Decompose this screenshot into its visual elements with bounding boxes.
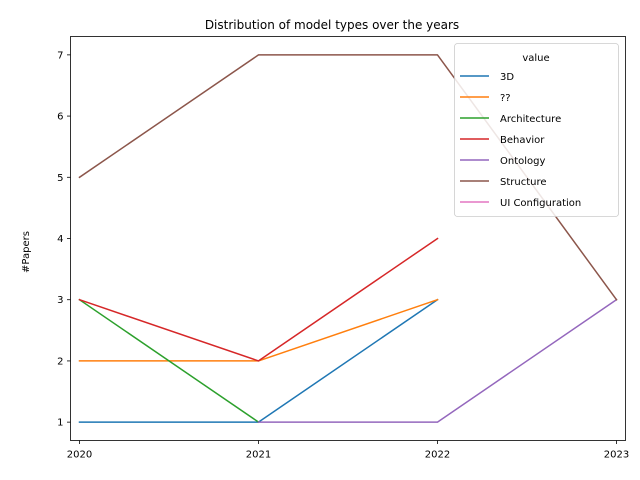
series-line-3 bbox=[78, 237, 439, 362]
series-line-4 bbox=[257, 298, 618, 423]
legend-entry: Architecture bbox=[500, 114, 561, 125]
series-line-2 bbox=[78, 298, 260, 424]
legend-entry: Behavior bbox=[500, 135, 545, 146]
chart-title: Distribution of model types over the yea… bbox=[205, 18, 459, 32]
x-tick-label: 2023 bbox=[604, 450, 629, 461]
legend: value 3D?? Architecture Behavior Ontology St… bbox=[454, 43, 619, 217]
x-axis: 2020 2021 2022 2023 bbox=[67, 440, 629, 461]
legend-entry: Structure bbox=[500, 177, 547, 188]
x-tick-label: 2022 bbox=[425, 450, 450, 461]
y-tick-label: 6 bbox=[57, 112, 63, 123]
legend-box bbox=[454, 43, 619, 217]
legend-entry: Ontology bbox=[500, 156, 545, 167]
legend-entry: 3D bbox=[500, 72, 514, 83]
y-tick-label: 5 bbox=[57, 173, 63, 184]
legend-entry: UI Configuration bbox=[500, 198, 581, 209]
y-tick-label: 7 bbox=[57, 50, 63, 61]
y-axis: 1 2 3 4 5 6 7 bbox=[57, 50, 71, 429]
y-axis-label: #Papers bbox=[21, 231, 32, 273]
legend-entry: ?? bbox=[500, 93, 511, 104]
y-tick-label: 2 bbox=[57, 356, 63, 367]
x-tick-label: 2020 bbox=[67, 450, 92, 461]
y-tick-label: 1 bbox=[57, 418, 63, 429]
legend-title: value bbox=[522, 53, 549, 64]
y-tick-label: 3 bbox=[57, 295, 63, 306]
series-line-1 bbox=[78, 298, 439, 362]
y-tick-label: 4 bbox=[57, 234, 63, 245]
legend-items: 3D?? Architecture Behavior Ontology Structur… bbox=[460, 72, 581, 209]
x-tick-label: 2021 bbox=[246, 450, 271, 461]
